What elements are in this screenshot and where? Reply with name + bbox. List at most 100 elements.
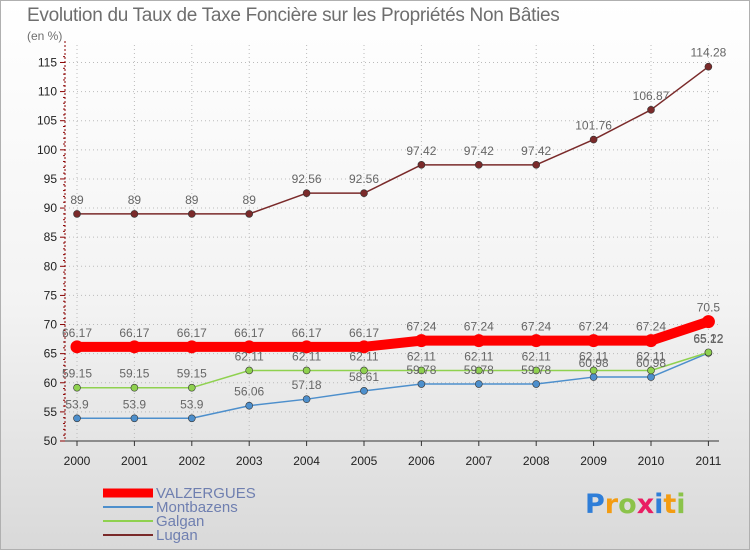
- data-label: 62.11: [407, 349, 436, 363]
- data-point: [414, 334, 428, 348]
- data-point: [188, 210, 196, 218]
- data-point: [130, 383, 139, 392]
- data-point: [532, 366, 541, 375]
- data-label: 67.24: [579, 320, 609, 334]
- data-label: 66.17: [119, 326, 149, 340]
- data-point: [647, 373, 655, 381]
- data-point: [245, 401, 253, 410]
- data-point: [589, 135, 598, 144]
- y-tick-label: 60: [44, 376, 58, 390]
- data-label: 67.24: [464, 320, 494, 334]
- logo-letter: r: [604, 489, 619, 520]
- data-point: [474, 366, 483, 375]
- data-label: 89: [128, 193, 142, 207]
- data-point: [70, 340, 84, 354]
- data-label: 57.18: [292, 378, 322, 392]
- series-line-valzergues: [72, 316, 714, 352]
- series-line-lugan: [76, 65, 710, 215]
- data-point: [701, 315, 715, 329]
- x-tick-label: 2007: [465, 454, 492, 468]
- data-label: 62.11: [522, 349, 551, 363]
- data-point: [417, 161, 426, 169]
- data-label: 67.24: [636, 320, 666, 334]
- data-label: 65.22: [693, 331, 723, 345]
- data-point: [474, 380, 483, 388]
- data-point: [589, 373, 598, 381]
- axes: 50 55 60 65 70 75 80 85 90 95 100 105 110 115 2000 2001…: [37, 41, 722, 468]
- data-label: 62.11: [292, 349, 321, 363]
- data-label: 70.5: [697, 301, 721, 315]
- legend-entry: Lugan: [156, 527, 198, 544]
- data-label: 89: [243, 193, 257, 207]
- data-label: 66.17: [62, 326, 92, 340]
- x-tick-label: 2000: [64, 454, 91, 468]
- x-tick-label: 2001: [121, 454, 148, 468]
- data-label: 66.17: [349, 326, 379, 340]
- x-tick-label: 2005: [351, 454, 378, 468]
- legend-entry: Montbazens: [156, 499, 238, 516]
- data-point: [245, 366, 253, 375]
- data-label: 89: [70, 193, 84, 207]
- data-point: [472, 334, 486, 348]
- data-label: 53.9: [180, 397, 204, 411]
- x-tick-label: 2006: [408, 454, 435, 468]
- x-tick-label: 2002: [178, 454, 205, 468]
- data-point: [532, 161, 541, 169]
- data-point: [130, 210, 139, 218]
- data-point: [587, 334, 601, 348]
- y-tick-label: 80: [44, 259, 58, 273]
- data-label: 114.28: [690, 46, 726, 60]
- proxiti-logo: Proxiti: [585, 489, 686, 520]
- y-tick-label: 110: [38, 85, 57, 99]
- data-label: 101.76: [575, 119, 612, 133]
- logo-letter: i: [654, 489, 664, 520]
- data-point: [360, 366, 368, 375]
- data-point: [302, 189, 311, 197]
- data-point: [130, 414, 139, 423]
- data-label: 65.12: [693, 332, 723, 346]
- series-layer: [70, 62, 715, 423]
- data-point: [474, 161, 483, 169]
- data-label: 56.06: [234, 385, 264, 399]
- data-point: [647, 106, 655, 114]
- data-point: [242, 340, 256, 354]
- series-line-montbazens: [76, 352, 710, 420]
- data-point: [357, 340, 371, 354]
- data-point: [529, 334, 543, 348]
- logo-letter: i: [676, 489, 686, 520]
- series-line-galgan: [76, 351, 710, 389]
- data-point: [127, 340, 141, 354]
- chart-subtitle: (en %): [27, 29, 63, 43]
- data-label: 97.42: [521, 144, 551, 158]
- data-point: [245, 210, 253, 218]
- data-point: [704, 62, 713, 71]
- data-point: [188, 383, 196, 392]
- data-point: [73, 414, 81, 423]
- data-point: [73, 210, 81, 218]
- data-labels-layer: 66.17 66.17 66.17 66.17 66.17 66.17 67.24 67.24…: [62, 46, 727, 412]
- data-label: 59.78: [521, 363, 551, 377]
- data-point: [73, 383, 81, 392]
- x-tick-label: 2010: [638, 454, 665, 468]
- data-point: [417, 366, 426, 375]
- data-label: 53.9: [123, 397, 147, 411]
- data-label: 59.15: [62, 367, 92, 381]
- data-point: [532, 380, 541, 388]
- x-tick-label: 2009: [580, 454, 607, 468]
- data-point: [360, 387, 368, 395]
- data-point: [417, 380, 426, 388]
- data-label: 66.17: [177, 326, 207, 340]
- logo-letter: x: [636, 489, 655, 520]
- data-label: 62.11: [579, 349, 608, 363]
- data-label: 92.56: [292, 172, 322, 186]
- y-tick-label: 115: [38, 55, 57, 69]
- y-tick-label: 105: [37, 114, 57, 128]
- data-label: 67.24: [406, 320, 436, 334]
- data-label: 62.11: [464, 349, 493, 363]
- data-label: 62.11: [349, 349, 378, 363]
- logo-letter: P: [585, 489, 605, 520]
- y-tick-label: 85: [44, 230, 58, 244]
